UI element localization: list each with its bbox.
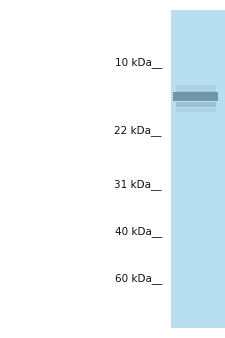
Bar — [176, 91, 216, 95]
Bar — [176, 108, 216, 113]
Text: 60 kDa__: 60 kDa__ — [115, 273, 162, 284]
Text: 40 kDa__: 40 kDa__ — [115, 226, 162, 237]
Bar — [176, 85, 216, 90]
Text: 10 kDa__: 10 kDa__ — [115, 57, 162, 68]
Text: 31 kDa__: 31 kDa__ — [115, 179, 162, 190]
Bar — [173, 92, 218, 101]
Text: 22 kDa__: 22 kDa__ — [115, 125, 162, 136]
Bar — [176, 102, 216, 107]
Bar — [171, 10, 225, 328]
